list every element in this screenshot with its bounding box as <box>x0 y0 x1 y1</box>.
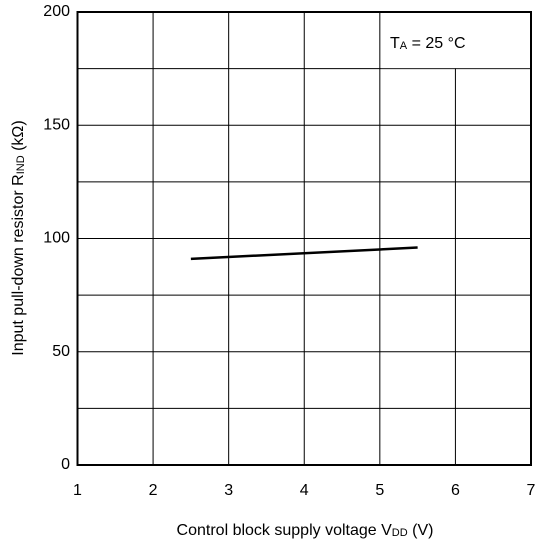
plot-frame <box>76 11 532 466</box>
annotation-part: = 25 °C <box>407 35 465 52</box>
y-tick-label: 200 <box>43 3 70 20</box>
x-tick-label: 4 <box>300 482 309 499</box>
y-tick-label: 100 <box>43 230 70 247</box>
annotation-part: A <box>400 40 408 52</box>
y-tick-label: 150 <box>43 116 70 133</box>
x-tick-label: 3 <box>224 482 233 499</box>
y-axis-label: Input pull-down resistor RIND (kΩ) <box>10 120 27 355</box>
y-tick-label: 0 <box>61 456 70 473</box>
annotation-box <box>380 13 530 69</box>
annotation: TA = 25 °C <box>390 35 466 52</box>
x-axis-label: Control block supply voltage VDD (V) <box>177 522 434 539</box>
x-tick-label: 7 <box>527 482 536 499</box>
data-line <box>190 246 418 261</box>
x-tick-label: 5 <box>375 482 384 499</box>
x-tick-label: 2 <box>149 482 158 499</box>
annotation-part: T <box>390 35 400 52</box>
x-tick-label: 1 <box>73 482 82 499</box>
x-tick-label: 6 <box>451 482 460 499</box>
y-tick-label: 50 <box>52 343 70 360</box>
